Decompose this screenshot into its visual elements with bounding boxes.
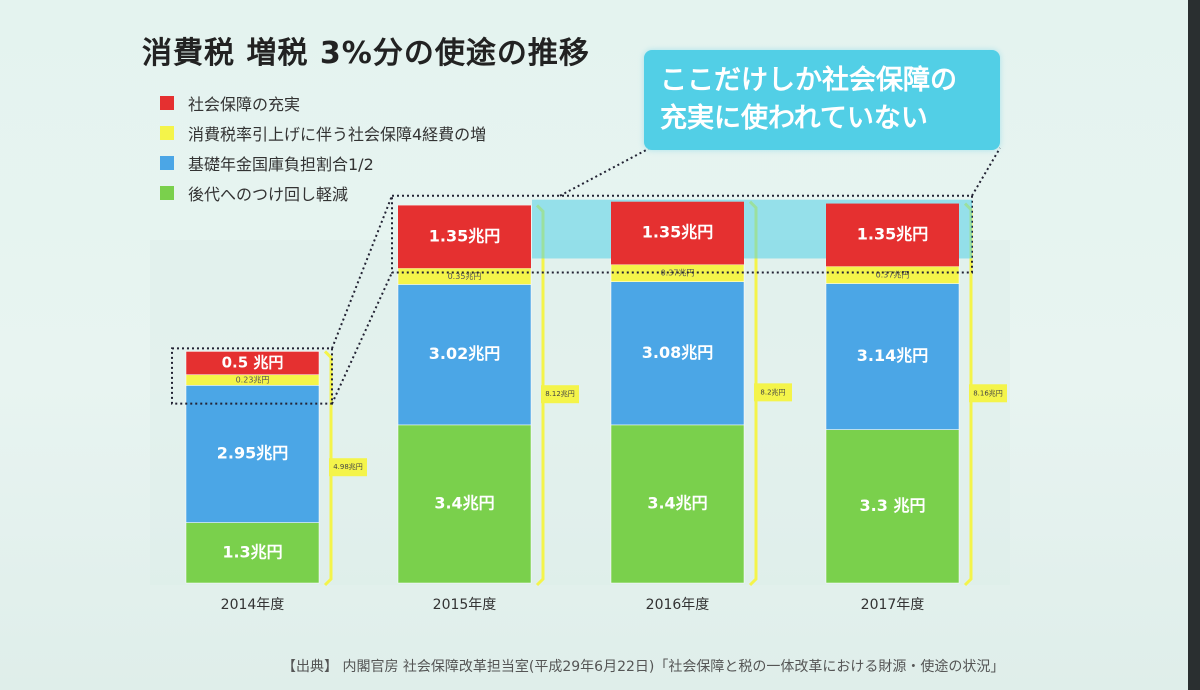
bar-segment [185,522,320,584]
total-label-bg [541,385,579,404]
bar-segment-highlight [611,201,744,265]
bar-segment [610,424,745,584]
bar-segment [825,429,960,584]
bar-value-label: 1.35兆円 [857,224,928,243]
legend-item: 消費税率引上げに伴う社会保障4経費の増 [160,122,486,144]
bar-value-label: 1.3兆円 [222,542,282,561]
legend-label: 消費税率引上げに伴う社会保障4経費の増 [188,125,487,144]
callout-pointer [971,147,1001,197]
total-label: 8.12兆円 [545,389,575,398]
x-tick-label: 2017年度 [861,597,925,613]
legend-swatch [160,96,174,110]
bar-value-label: 3.08兆円 [642,343,713,362]
bar-value-label: 0.23兆円 [236,375,270,385]
bar-value-label: 3.3 兆円 [860,496,926,515]
highlight-box-2014 [171,347,333,405]
connector-line [331,272,393,405]
total-label-bg [969,384,1007,403]
bar-value-label: 0.37兆円 [876,269,910,279]
bar-value-label: 3.4兆円 [647,493,707,512]
x-tick-label: 2016年度 [646,597,710,613]
legend-item: 社会保障の充実 [160,92,300,114]
legend-label: 基礎年金国庫負担割合1/2 [188,155,374,174]
bar-segment-highlight [826,203,959,267]
bar-segment [825,283,960,430]
bar-value-label: 0.5 兆円 [222,354,284,372]
screen-edge [1188,0,1200,690]
legend-swatch [160,156,174,170]
callout-pointer [559,147,651,197]
total-label-bg [754,383,792,402]
callout-box: ここだけしか社会保障の 充実に使われていない [644,50,1000,150]
connector-line [331,195,393,349]
total-label-bg [329,458,367,477]
total-label: 4.98兆円 [333,462,363,471]
legend-item: 後代へのつけ回し軽減 [160,182,348,204]
bar-segment [397,284,532,426]
bar-value-label: 3.02兆円 [429,344,500,363]
legend-label: 後代へのつけ回し軽減 [188,185,349,204]
legend-swatch [160,126,174,140]
bar-segment [397,424,532,584]
bar-segment [610,281,745,426]
bar-segment-highlight [398,205,531,269]
legend-label: 社会保障の充実 [188,95,301,114]
bar-segment [185,351,320,375]
legend-item: 基礎年金国庫負担割合1/2 [160,152,374,174]
x-tick-label: 2015年度 [433,597,497,613]
bar-value-label: 0.35兆円 [448,271,482,281]
slide-title: 消費税 増税 3%分の使途の推移 [142,36,590,71]
highlight-box-2015-2017 [391,194,973,274]
bar-value-label: 1.35兆円 [642,223,713,242]
bar-segment [185,385,320,523]
x-tick-label: 2014年度 [221,597,285,613]
callout-text: ここだけしか社会保障の 充実に使われていない [660,65,957,134]
bar-value-label: 3.4兆円 [434,493,494,512]
bar-value-label: 3.14兆円 [857,346,928,365]
total-label: 8.2兆円 [760,387,785,396]
legend-swatch [160,186,174,200]
bar-value-label: 1.35兆円 [429,226,500,245]
total-label: 8.16兆円 [973,388,1003,397]
source-citation: 【出典】 内閣官房 社会保障改革担当室(平成29年6月22日)「社会保障と税の一… [282,659,1005,675]
bar-value-label: 2.95兆円 [217,443,288,462]
